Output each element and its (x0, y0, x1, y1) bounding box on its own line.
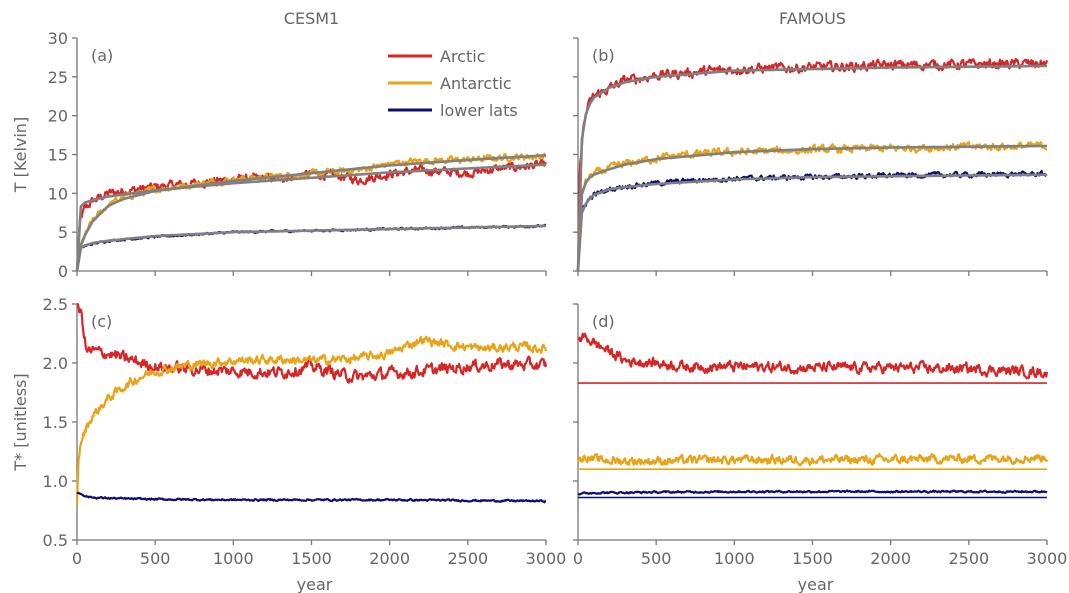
x-tick-label: 1500 (291, 549, 332, 568)
series-line-lower-lats (76, 491, 547, 504)
column-title: FAMOUS (779, 9, 846, 28)
fit-curve (576, 144, 1047, 272)
panel-label: (c) (91, 312, 112, 331)
series-line-lower-lats (577, 489, 1048, 496)
series-line-antarctic (577, 452, 1048, 467)
panel-a: 0 5 10 15 20 25 30 CESM1 T [Kelvin] (a) (11, 9, 548, 281)
panel-c: 0.5 1.0 1.5 2.0 2.5 0 500 1000 1500 2000 2500 3000 y… (11, 295, 566, 593)
y-axis-label: T [Kelvin] (11, 117, 30, 193)
y-tick-label: 20 (48, 107, 68, 126)
x-tick-label: 2500 (948, 549, 989, 568)
series-line-arctic (577, 332, 1049, 380)
x-tick-label: 1500 (792, 549, 833, 568)
y-tick-label: 0.5 (43, 531, 68, 550)
fit-curve (75, 224, 546, 272)
series-line-antarctic (576, 141, 1048, 272)
legend: Arctic Antarctic lower lats (388, 47, 518, 120)
column-title: CESM1 (284, 9, 339, 28)
legend-label: Arctic (440, 47, 485, 66)
x-tick-label: 2000 (369, 549, 410, 568)
y-tick-label: 15 (48, 146, 68, 165)
y-tick-label: 2.0 (43, 354, 68, 373)
y-tick-label: 0 (58, 262, 68, 281)
series-line-arctic (576, 57, 1049, 272)
x-tick-label: 1000 (714, 549, 755, 568)
x-tick-label: 0 (72, 549, 82, 568)
y-tick-label: 2.5 (43, 295, 68, 314)
x-axis-label: year (798, 575, 834, 593)
x-tick-label: 3000 (526, 549, 567, 568)
x-tick-label: 0 (573, 549, 583, 568)
legend-label: Antarctic (440, 74, 512, 93)
x-tick-label: 2000 (870, 549, 911, 568)
fit-curve (576, 64, 1047, 272)
x-tick-label: 500 (641, 549, 672, 568)
x-tick-label: 2500 (447, 549, 488, 568)
panel-label: (d) (592, 312, 615, 331)
series-line-antarctic (75, 335, 548, 505)
fit-curve (576, 173, 1047, 272)
legend-label: lower lats (440, 101, 518, 120)
y-tick-label: 1.0 (43, 472, 68, 491)
x-tick-label: 500 (140, 549, 171, 568)
y-axis-label: T* [unitless] (11, 373, 30, 471)
panel-label: (a) (91, 46, 113, 65)
x-tick-label: 1000 (213, 549, 254, 568)
x-tick-label: 3000 (1027, 549, 1068, 568)
y-tick-label: 10 (48, 184, 68, 203)
panels-layer: 0 5 10 15 20 25 30 CESM1 T [Kelvin] (a) FAMOUS (b) 0… (11, 9, 1067, 593)
series-line-arctic (76, 302, 548, 384)
fit-curve (75, 154, 547, 272)
panel-label: (b) (592, 46, 615, 65)
series-line-lower-lats (576, 170, 1048, 272)
y-tick-label: 25 (48, 68, 68, 87)
fit-curve (75, 163, 547, 272)
y-tick-label: 5 (58, 223, 68, 242)
x-axis-label: year (297, 575, 333, 593)
panel-b: FAMOUS (b) (573, 9, 1049, 276)
series-line-arctic (75, 158, 548, 272)
y-tick-label: 30 (48, 29, 68, 48)
y-tick-label: 1.5 (43, 413, 68, 432)
panel-d: 0 500 1000 1500 2000 2500 3000 year (d) (573, 303, 1068, 593)
